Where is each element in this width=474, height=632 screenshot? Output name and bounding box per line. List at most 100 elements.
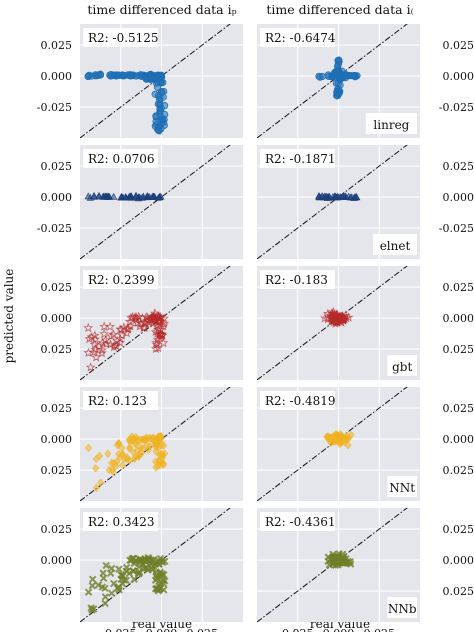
data-point xyxy=(127,71,135,79)
data-point xyxy=(89,339,100,349)
data-point xyxy=(149,434,157,443)
column-title-right: time differenced data i₍ xyxy=(266,2,413,17)
data-point xyxy=(142,73,150,81)
y-tick-label: 0.025 xyxy=(41,464,73,477)
data-point xyxy=(343,435,351,444)
subplot-2-1: R2: -0.183 gbt 0.025 0.000 0.025 xyxy=(257,266,474,380)
data-point xyxy=(131,454,138,464)
scatter-series xyxy=(315,191,361,201)
data-point xyxy=(126,437,134,447)
data-point xyxy=(91,352,102,362)
y-tick-label: 0.025 xyxy=(41,402,73,415)
data-point xyxy=(319,193,328,201)
data-point xyxy=(115,565,123,573)
data-point xyxy=(155,332,165,343)
data-point xyxy=(119,322,129,332)
data-point xyxy=(130,575,138,584)
subplot-1-1: R2: -0.1871 elnet 0.025 0.000 -0.025 xyxy=(257,145,474,259)
y-tick-label: 0.025 xyxy=(443,160,474,173)
data-point xyxy=(347,430,355,439)
data-point xyxy=(89,330,100,340)
data-point xyxy=(152,328,163,338)
y-tick-label: 0.025 xyxy=(41,39,73,52)
data-point xyxy=(335,559,343,567)
y-tick-label: 0.025 xyxy=(41,523,73,536)
model-box xyxy=(387,597,417,618)
model-label: linreg xyxy=(373,118,409,132)
model-box xyxy=(387,476,417,497)
scatter-series xyxy=(323,430,355,450)
data-point xyxy=(344,441,352,450)
data-point xyxy=(148,566,157,574)
data-point xyxy=(85,71,93,79)
data-point xyxy=(102,561,110,570)
data-point xyxy=(325,193,333,200)
r2-box xyxy=(260,270,335,289)
data-point xyxy=(137,312,148,323)
y-axis-label: predicted value xyxy=(2,269,16,364)
model-box xyxy=(365,113,417,134)
data-point xyxy=(334,88,343,96)
data-point xyxy=(154,126,163,134)
data-point xyxy=(339,191,348,199)
r2-box xyxy=(260,391,335,410)
data-point xyxy=(155,433,163,442)
scatter-series xyxy=(315,56,361,100)
model-box xyxy=(387,355,417,376)
y-tick-label: 0.000 xyxy=(443,191,474,204)
data-point xyxy=(97,337,108,347)
y-tick-label: 0.025 xyxy=(443,402,474,415)
subplot-4-1: R2: -0.4361 NNb 0.025 0.000 0.025 0.025 0.000 0… xyxy=(257,508,474,632)
data-point xyxy=(136,443,144,452)
data-point xyxy=(88,575,97,583)
data-point xyxy=(99,328,110,339)
data-point xyxy=(116,453,124,462)
y-tick-label: 0.025 xyxy=(41,585,73,598)
model-label: NNb xyxy=(388,602,417,616)
data-point xyxy=(121,193,130,201)
r2-label: R2: 0.123 xyxy=(88,394,147,408)
y-tick-label: -0.025 xyxy=(37,101,72,114)
scatter-series xyxy=(85,432,169,492)
y-tick-label: 0.000 xyxy=(41,191,73,204)
data-point xyxy=(99,574,108,582)
data-point xyxy=(107,589,116,597)
x-tick-label: 0.025 xyxy=(282,627,314,632)
x-tick-label: 0.025 xyxy=(364,627,396,632)
r2-label: R2: -0.183 xyxy=(265,273,328,287)
data-point xyxy=(94,71,102,79)
data-point xyxy=(156,100,164,108)
data-point xyxy=(160,459,167,468)
scatter-series xyxy=(84,553,169,614)
y-tick-label: 0.025 xyxy=(41,281,73,294)
data-point xyxy=(115,337,125,347)
data-point xyxy=(111,71,119,79)
data-point xyxy=(333,553,342,561)
data-point xyxy=(157,113,165,122)
data-point xyxy=(101,599,109,608)
data-point xyxy=(113,457,121,466)
r2-label: R2: 0.3423 xyxy=(88,515,155,529)
scatter-series xyxy=(83,308,170,372)
y-tick-label: 0.000 xyxy=(443,554,474,567)
data-point xyxy=(88,582,97,590)
data-point xyxy=(112,335,123,346)
data-point xyxy=(117,193,125,201)
data-point xyxy=(158,450,165,459)
panel-grid: R2: -0.5125 0.025 0.000 -0.025 R2: -0.6474 li… xyxy=(37,24,474,632)
data-point xyxy=(150,343,161,354)
data-point xyxy=(118,71,126,79)
data-point xyxy=(138,322,149,332)
data-point xyxy=(156,73,164,82)
r2-box xyxy=(260,512,335,531)
data-point xyxy=(89,605,98,613)
data-point xyxy=(118,579,127,588)
data-point xyxy=(85,362,96,372)
r2-box xyxy=(260,28,335,47)
data-point xyxy=(141,311,152,322)
data-point xyxy=(330,318,341,328)
scatter-series xyxy=(319,307,354,328)
model-box xyxy=(373,234,417,255)
y-tick-label: -0.025 xyxy=(439,222,474,235)
